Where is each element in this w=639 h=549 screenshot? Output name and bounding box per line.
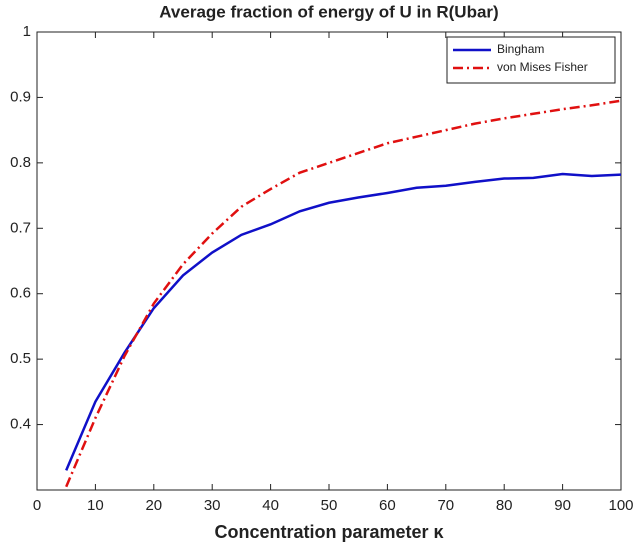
x-tick-label: 100 xyxy=(608,497,633,514)
x-tick-label: 90 xyxy=(554,497,571,514)
line-series xyxy=(65,172,622,471)
x-tick-label: 20 xyxy=(145,497,162,514)
x-tick-label: 70 xyxy=(437,497,454,514)
legend: Bingham von Mises Fisher xyxy=(446,36,616,84)
x-tick-label: 30 xyxy=(204,497,221,514)
x-tick-label: 80 xyxy=(496,497,513,514)
y-tick-label: 0.6 xyxy=(10,285,31,302)
x-tick-label: 60 xyxy=(379,497,396,514)
plot-area xyxy=(36,31,622,491)
y-tick-label: 0.5 xyxy=(10,350,31,367)
chart-title: Average fraction of energy of U in R(Uba… xyxy=(159,2,498,21)
y-tick-label: 0.9 xyxy=(10,88,31,105)
legend-label: Bingham xyxy=(497,42,544,56)
legend-box xyxy=(446,36,616,84)
x-axis-label: Concentration parameter κ xyxy=(214,522,444,542)
y-tick-label: 0.7 xyxy=(10,219,31,236)
y-tick-label: 0.4 xyxy=(10,416,31,433)
x-tick-label: 40 xyxy=(262,497,279,514)
x-tick-label: 10 xyxy=(87,497,104,514)
y-tick-label: 1 xyxy=(23,23,31,40)
x-tick-label: 0 xyxy=(33,497,41,514)
x-tick-label: 50 xyxy=(321,497,338,514)
y-tick-label: 0.8 xyxy=(10,154,31,171)
legend-label: von Mises Fisher xyxy=(497,60,588,74)
line-series xyxy=(65,99,622,488)
